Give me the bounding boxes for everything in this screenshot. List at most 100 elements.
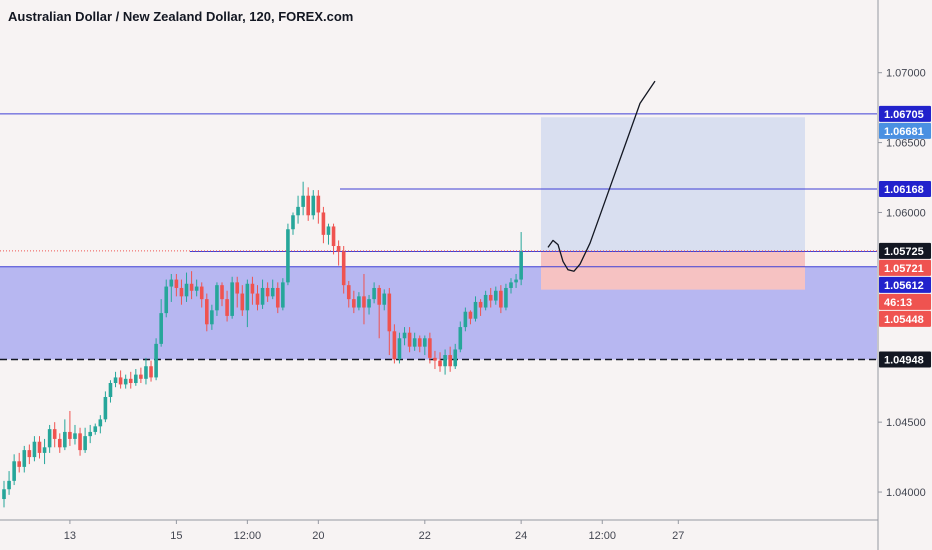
- candle-body: [230, 282, 234, 316]
- candle: [392, 324, 397, 364]
- candle: [478, 299, 483, 316]
- price-tag-bg: [879, 293, 931, 310]
- candle: [118, 370, 123, 389]
- candle: [438, 352, 442, 372]
- candle-body: [357, 296, 361, 308]
- price-tag-bg: [879, 276, 931, 293]
- candle-body: [245, 283, 250, 311]
- candle-body: [88, 431, 92, 437]
- candle-body: [154, 343, 158, 378]
- candle-body: [139, 374, 143, 379]
- candle-body: [362, 296, 366, 308]
- price-tick-label: 1.04500: [886, 417, 926, 429]
- candle: [417, 335, 422, 353]
- tag-1-06168: 1.06168: [879, 180, 931, 197]
- candle-body: [443, 355, 447, 367]
- candle: [108, 380, 113, 403]
- candle-body: [52, 429, 57, 439]
- candle-body: [2, 489, 6, 500]
- tag-countdown: 46:13: [879, 293, 931, 310]
- candle-body: [316, 195, 321, 213]
- time-tick-label: 22: [419, 530, 431, 542]
- candle: [159, 299, 163, 347]
- candle: [357, 292, 361, 311]
- price-tag-label: 1.04948: [884, 355, 924, 367]
- candle: [174, 273, 179, 297]
- candle-body: [514, 279, 518, 283]
- zones: [0, 117, 877, 360]
- candle: [448, 346, 452, 372]
- candle-body: [174, 279, 179, 288]
- candle-body: [499, 290, 503, 308]
- candle: [473, 296, 478, 322]
- candle: [463, 307, 468, 332]
- candle: [57, 433, 62, 453]
- candle-body: [392, 331, 397, 360]
- candle: [113, 371, 118, 388]
- candle-body: [448, 355, 452, 367]
- price-tag-bg: [879, 310, 931, 327]
- candle: [301, 181, 305, 216]
- candle-body: [83, 436, 87, 451]
- candle-body: [509, 282, 513, 288]
- candle-body: [438, 360, 442, 367]
- candle: [144, 357, 148, 385]
- price-tag-label: 1.05448: [884, 314, 924, 326]
- candle-body: [275, 287, 280, 308]
- candle-body: [281, 282, 285, 308]
- candle-body: [326, 226, 331, 235]
- candle: [128, 371, 133, 389]
- candle-body: [134, 374, 138, 384]
- candle-body: [149, 366, 153, 378]
- candle-body: [7, 480, 11, 490]
- candle: [93, 423, 98, 435]
- candle: [184, 272, 189, 302]
- time-tick-label: 12:00: [234, 530, 262, 542]
- candle: [194, 279, 199, 297]
- price-tag-bg: [879, 259, 931, 276]
- tag-1-05721: 1.05721: [879, 259, 931, 276]
- candle: [230, 276, 234, 319]
- candle: [362, 273, 366, 325]
- candle-body: [453, 349, 458, 367]
- candle: [189, 271, 194, 300]
- price-tag-bg: [879, 122, 931, 139]
- candle-body: [488, 294, 493, 301]
- candle-body: [504, 287, 508, 308]
- price-tick-label: 1.04000: [886, 487, 926, 499]
- candle-body: [519, 251, 523, 280]
- candle: [275, 282, 280, 314]
- stop-zone: [541, 250, 805, 290]
- price-tag-bg: [879, 180, 931, 197]
- price-tag-label: 46:13: [884, 297, 912, 309]
- candle: [331, 223, 336, 255]
- candle-body: [468, 311, 473, 319]
- candle-body: [42, 447, 47, 453]
- candle: [215, 282, 219, 316]
- candle-body: [473, 301, 478, 319]
- candle-body: [240, 293, 245, 311]
- candle: [37, 436, 42, 459]
- candle: [240, 285, 245, 316]
- candle-body: [311, 195, 316, 216]
- candle: [47, 424, 52, 453]
- time-tick-label: 24: [515, 530, 527, 542]
- candle-body: [377, 287, 381, 305]
- candle-body: [215, 285, 219, 311]
- candle-body: [164, 286, 169, 314]
- candle: [443, 349, 447, 375]
- candle: [149, 360, 153, 382]
- candles: [2, 181, 523, 508]
- candle: [265, 282, 270, 302]
- price-tag-bg: [879, 351, 931, 368]
- candle: [311, 190, 316, 220]
- candle: [326, 223, 331, 245]
- candle-body: [108, 383, 113, 397]
- time-axis[interactable]: 13 15 12:00 20 22 24 12:00 27: [0, 519, 878, 542]
- candle: [73, 424, 77, 445]
- candle: [260, 279, 265, 309]
- candle-body: [331, 226, 336, 247]
- candle: [2, 480, 6, 508]
